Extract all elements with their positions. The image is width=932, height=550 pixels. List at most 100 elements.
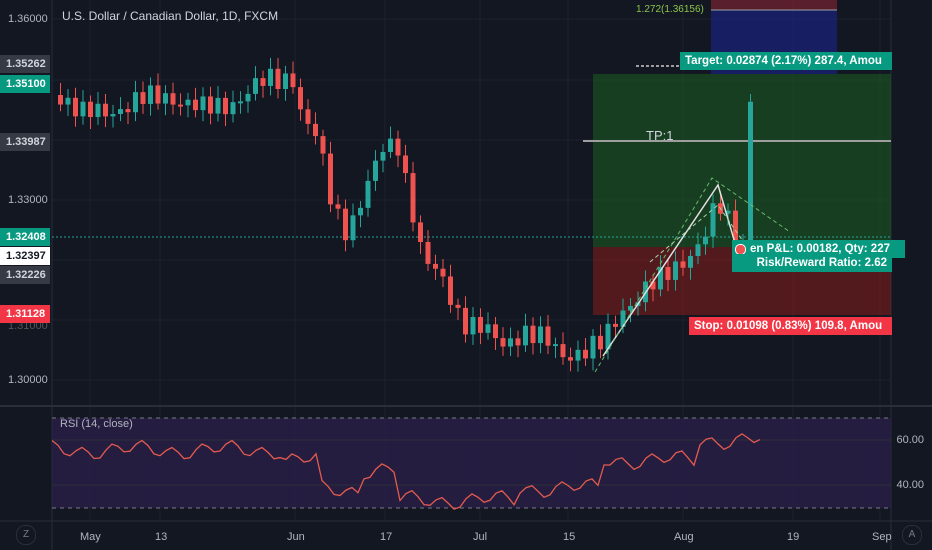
candle-body — [320, 136, 326, 154]
fib-extension-label: 1.272(1.36156) — [636, 4, 704, 15]
time-label: 15 — [563, 531, 576, 543]
candle-body — [380, 152, 386, 161]
candle-body — [605, 323, 611, 350]
time-label: May — [80, 531, 101, 543]
pattern-dashed — [594, 177, 791, 373]
candle-body — [185, 99, 191, 106]
candle-body — [253, 78, 258, 94]
rsi-tick: 60.00 — [896, 434, 924, 446]
pnl-label[interactable]: en P&L: 0.00182, Qty: 227 — [732, 240, 905, 258]
candle-body — [523, 325, 528, 346]
rsi-band — [52, 418, 891, 508]
time-label: Jul — [473, 531, 488, 543]
profit-zone — [593, 74, 891, 247]
candle-body — [590, 335, 596, 359]
candle-body — [553, 344, 558, 347]
candle-body — [73, 97, 78, 117]
candle-body — [95, 103, 101, 118]
candle-body — [538, 326, 543, 344]
candle-body — [725, 210, 731, 214]
time-label: 19 — [787, 531, 800, 543]
candle-body — [290, 73, 296, 88]
candle-body — [433, 263, 438, 269]
candle-body — [665, 267, 671, 280]
candlesticks — [58, 57, 753, 372]
tp-label: TP:1 — [646, 128, 674, 143]
price-badge-entry: 1.32226 — [0, 266, 50, 284]
time-label: Jun — [287, 531, 305, 543]
candle-body — [275, 68, 281, 89]
candle-body — [305, 109, 311, 124]
pattern-line — [602, 183, 741, 357]
candle-body — [440, 268, 446, 277]
price-tick: 1.36000 — [8, 13, 48, 25]
candle-body — [58, 95, 63, 105]
candle-body — [170, 93, 176, 105]
price-badge-crosshair: 1.32397 — [0, 247, 50, 265]
target-label[interactable]: Target: 0.02874 (2.17%) 287.4, Amou — [680, 52, 892, 70]
candle-body — [373, 160, 378, 181]
rsi-title[interactable]: RSI (14, close) — [60, 418, 133, 430]
candle-body — [230, 102, 236, 115]
candle-body — [455, 304, 461, 308]
candle-body — [560, 344, 566, 358]
candle-body — [208, 96, 213, 114]
candle-body — [673, 261, 678, 280]
candle-body — [470, 316, 476, 335]
candle-body — [530, 325, 536, 344]
risk-reward-label: Risk/Reward Ratio: 2.62 — [732, 254, 892, 272]
candle-body — [515, 338, 521, 346]
candle-body — [410, 173, 416, 223]
candle-body — [545, 326, 551, 346]
candle-body — [65, 97, 71, 105]
price-tick: 1.33000 — [8, 194, 48, 206]
candle-body — [628, 305, 633, 311]
candle-body — [328, 153, 333, 205]
candle-body — [260, 78, 266, 86]
candle-body — [395, 138, 401, 156]
candle-body — [425, 241, 431, 264]
candle-body — [125, 109, 131, 113]
candle-body — [178, 104, 183, 107]
candle-body — [620, 310, 626, 327]
candle-body — [103, 103, 108, 117]
candle-body — [163, 93, 168, 104]
candle-body — [313, 123, 318, 137]
candle-body — [88, 101, 93, 118]
auto-scale-icon[interactable]: A — [902, 525, 922, 545]
price-badge-tp: 1.33987 — [0, 133, 50, 151]
zoom-reset-icon[interactable]: Z — [16, 525, 36, 545]
candle-body — [350, 215, 356, 241]
candle-body — [748, 101, 753, 245]
candle-body — [343, 208, 348, 241]
candle-body — [688, 255, 693, 268]
candle-body — [493, 324, 498, 339]
stop-label[interactable]: Stop: 0.01098 (0.83%) 109.8, Amou — [689, 317, 892, 335]
symbol-title: U.S. Dollar / Canadian Dollar, 1D, FXCM — [62, 9, 279, 23]
candle-body — [710, 203, 716, 237]
candle-body — [695, 244, 701, 256]
candle-body — [148, 85, 153, 104]
candle-body — [508, 338, 513, 347]
candle-body — [140, 92, 146, 104]
price-badge-target: 1.35100 — [0, 75, 50, 93]
candle-body — [650, 281, 656, 290]
candle-body — [478, 316, 483, 333]
candle-body — [200, 96, 206, 111]
candle-body — [298, 87, 303, 110]
rsi-tick: 40.00 — [896, 479, 924, 491]
candle-body — [575, 349, 581, 361]
candle-body — [448, 276, 453, 305]
candle-body — [215, 97, 221, 114]
candle-body — [133, 92, 138, 113]
candle-body — [193, 99, 198, 111]
time-label: 17 — [380, 531, 393, 543]
candle-body — [733, 210, 738, 247]
candle-body — [583, 349, 588, 359]
candle-body — [680, 261, 686, 268]
price-tick: 1.30000 — [8, 374, 48, 386]
candle-body — [283, 73, 288, 89]
candle-body — [365, 180, 371, 208]
